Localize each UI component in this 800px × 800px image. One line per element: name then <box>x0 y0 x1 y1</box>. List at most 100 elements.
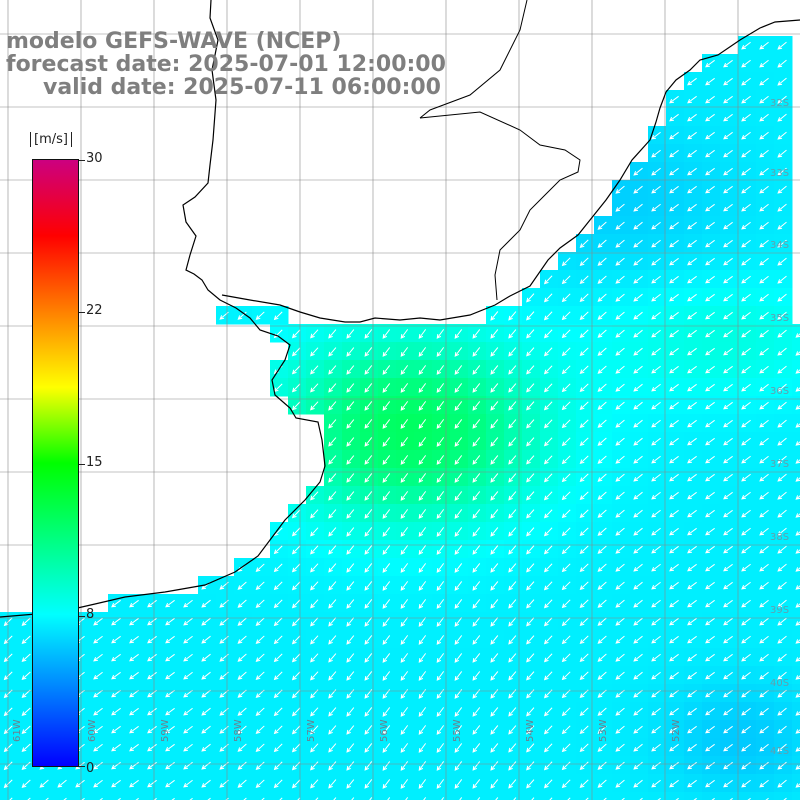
lat-label: 36S <box>770 386 790 397</box>
wind-arrow <box>454 779 463 789</box>
wind-arrow <box>597 365 607 374</box>
wind-arrow <box>615 329 625 338</box>
wind-arrow <box>795 603 800 608</box>
wind-arrow <box>597 347 607 356</box>
wind-arrow <box>543 563 553 573</box>
wind-arrow <box>364 329 373 339</box>
wind-arrow <box>795 333 800 338</box>
wind-cell <box>792 558 800 577</box>
wind-arrow <box>490 761 499 771</box>
wind-arrow <box>454 473 463 483</box>
wind-arrow <box>543 599 553 609</box>
wind-arrow <box>346 437 355 447</box>
wind-arrow <box>129 743 139 752</box>
wind-arrow <box>21 725 31 734</box>
wind-arrow <box>705 419 715 428</box>
wind-arrow <box>490 707 499 717</box>
wind-arrow <box>633 419 643 428</box>
wind-arrow <box>201 743 211 752</box>
wind-arrow <box>490 329 499 339</box>
wind-arrow <box>328 455 337 465</box>
wind-arrow <box>418 419 427 429</box>
wind-arrow <box>759 437 769 446</box>
wind-arrow <box>561 419 571 429</box>
wind-arrow <box>237 653 247 662</box>
lon-label: 53W <box>598 719 609 742</box>
wind-arrow <box>111 707 121 716</box>
wind-arrow <box>201 671 211 680</box>
wind-arrow <box>741 185 751 194</box>
wind-arrow <box>291 779 301 789</box>
wind-arrow <box>561 347 571 357</box>
wind-arrow <box>310 563 319 573</box>
wind-arrow <box>777 725 787 734</box>
wind-arrow <box>597 581 607 590</box>
wind-arrow <box>147 725 157 734</box>
wind-arrow <box>561 779 571 789</box>
wind-arrow <box>777 59 787 68</box>
wind-arrow <box>310 509 319 519</box>
wind-arrow <box>561 437 571 447</box>
wind-arrow <box>777 365 787 374</box>
wind-arrow <box>165 689 175 698</box>
wind-arrow <box>777 185 787 194</box>
wind-arrow <box>597 599 607 608</box>
wind-arrow <box>561 383 571 393</box>
wind-arrow <box>597 437 607 446</box>
wind-arrow <box>633 401 643 410</box>
wind-arrow <box>579 671 589 681</box>
wind-arrow <box>669 167 679 176</box>
wind-arrow <box>328 653 337 663</box>
wind-cell <box>792 342 800 361</box>
wind-cell <box>648 792 667 800</box>
wind-arrow <box>795 549 800 554</box>
wind-arrow <box>454 419 463 429</box>
wind-arrow <box>291 383 301 393</box>
wind-arrow <box>561 743 571 753</box>
wind-arrow <box>687 617 697 626</box>
wind-arrow <box>526 311 535 321</box>
wind-arrow <box>315 797 319 800</box>
wind-arrow <box>346 329 355 339</box>
wind-arrow <box>93 707 103 716</box>
wind-arrow <box>795 387 800 392</box>
wind-arrow <box>669 401 679 410</box>
wind-arrow <box>615 725 625 734</box>
wind-arrow <box>436 365 445 375</box>
wind-arrow <box>615 383 625 392</box>
wind-arrow <box>382 329 391 339</box>
wind-arrow <box>382 491 391 501</box>
wind-arrow <box>705 59 715 68</box>
wind-arrow <box>382 401 391 411</box>
wind-arrow <box>795 405 800 410</box>
wind-arrow <box>183 599 193 608</box>
wind-arrow <box>615 653 625 662</box>
wind-arrow <box>633 779 643 788</box>
wind-arrow <box>400 473 409 483</box>
wind-arrow <box>436 671 445 681</box>
wind-arrow <box>147 707 157 716</box>
wind-arrow <box>364 707 373 717</box>
wind-arrow <box>436 725 445 735</box>
wind-arrow <box>741 779 751 788</box>
wind-arrow <box>490 725 499 735</box>
wind-arrow <box>472 707 481 717</box>
wind-arrow <box>291 617 301 627</box>
wind-arrow <box>364 671 373 681</box>
wind-arrow <box>472 725 481 735</box>
wind-arrow <box>705 491 715 500</box>
wind-arrow <box>490 779 499 789</box>
wind-arrow <box>291 653 301 663</box>
wind-arrow <box>183 779 193 788</box>
wind-arrow <box>615 779 625 788</box>
wind-arrow <box>615 491 625 500</box>
wind-arrow <box>723 239 733 248</box>
wind-arrow <box>723 581 733 590</box>
wind-arrow <box>237 707 247 716</box>
wind-arrow <box>651 293 661 302</box>
wind-arrow <box>705 617 715 626</box>
wind-arrow <box>291 365 301 375</box>
wind-arrow <box>436 707 445 717</box>
wind-cell <box>666 792 685 800</box>
wind-arrow <box>273 707 283 717</box>
